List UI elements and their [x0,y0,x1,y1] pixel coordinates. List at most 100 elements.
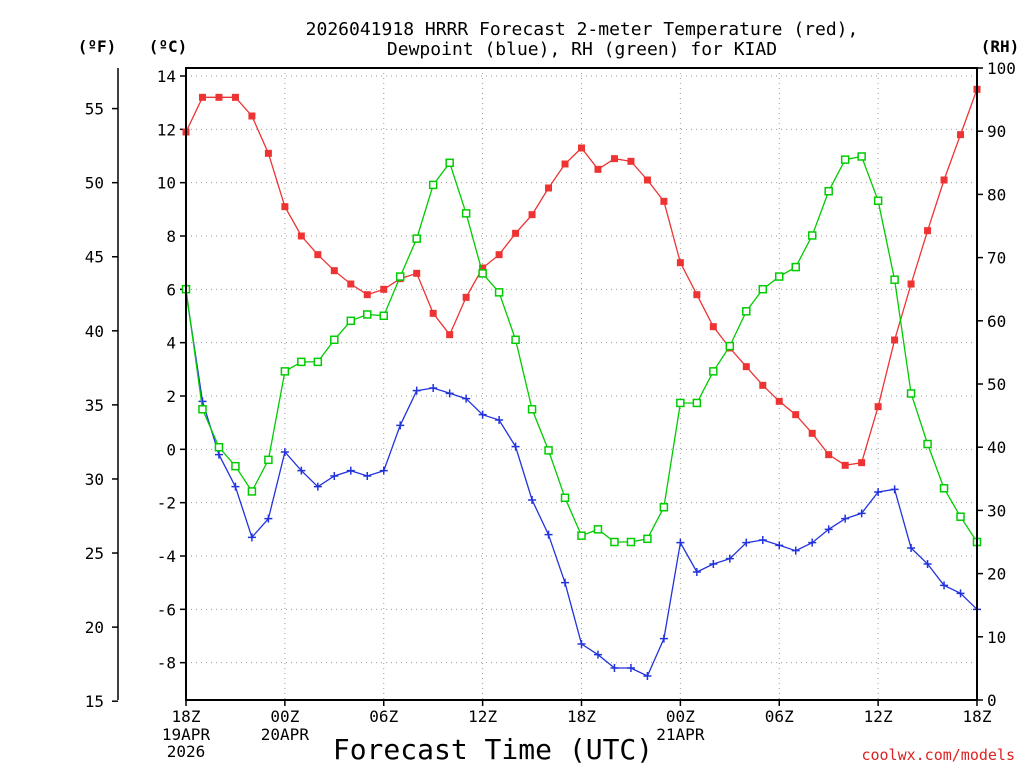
celsius-tick-label: 14 [157,67,176,86]
rh-point [676,398,685,408]
dewpoint-point [841,514,850,523]
temperature-point [627,157,635,165]
celsius-tick-label: 8 [166,227,176,246]
fahrenheit-unit-label: (ºF) [78,37,117,56]
fahrenheit-axis: 15 20 25 30 35 40 45 50 55 [85,68,119,711]
rh-point [939,484,949,493]
rh-point [231,461,240,471]
temperature-point [561,160,569,168]
chart-title-line2: Dewpoint (blue), RH (green) for KIAD [387,39,777,60]
rh-point [824,186,833,196]
rh-point [297,357,306,367]
temperature-point [858,459,866,467]
time-tick-label: 18Z [567,707,596,726]
rh-point [692,398,702,408]
rh-tick-label: 40 [987,438,1006,457]
grid-lines [186,68,977,700]
dewpoint-point [577,640,586,648]
dewpoint-point [528,496,537,504]
dewpoint-point [824,525,833,534]
rh-axis: 0 10 20 30 40 50 60 70 80 90 100 [977,59,1016,710]
rh-point [264,455,273,465]
temperature-point [413,269,421,277]
dewpoint-point [857,509,866,518]
rh-point [890,275,899,284]
dewpoint-point [643,672,652,680]
rh-line [185,155,978,543]
temperature-point [528,211,536,219]
rh-point [511,335,520,345]
rh-point [395,272,405,281]
rh-point [379,311,388,320]
time-tick-label: 06Z [765,707,794,726]
time-tick-date: 2026 [167,742,206,761]
dewpoint-point [346,466,355,475]
temperature-point [264,149,272,157]
rh-point [807,231,817,240]
dewpoint-point [363,472,372,480]
temperature-point [380,285,388,293]
temperature-point [198,93,206,101]
rh-point [791,262,800,272]
fahrenheit-tick-label: 35 [85,396,104,415]
fahrenheit-tick-label: 20 [85,618,104,637]
dewpoint-point [313,482,322,491]
temperature-point [874,403,882,411]
dewpoint-point [742,538,751,547]
dewpoint-point [791,546,800,555]
celsius-tick-label: 2 [166,387,176,406]
celsius-tick-label: -6 [157,600,176,619]
rh-point [247,487,257,496]
fahrenheit-tick-label: 50 [85,174,104,193]
rh-point [560,493,570,503]
dewpoint-point [445,389,454,398]
dewpoint-point [231,482,240,491]
rh-point [593,525,603,534]
temperature-point [693,291,701,299]
celsius-tick-label: 0 [166,440,176,459]
rh-point [840,155,850,164]
dewpoint-point [379,466,388,475]
time-tick-label: 18Z [172,707,201,726]
dewpoint-point [198,397,207,406]
rh-point [527,405,537,414]
time-tick-date: 21APR [656,725,705,744]
rh-tick-label: 90 [987,122,1006,141]
dewpoint-point [709,560,718,568]
rh-point [775,272,784,281]
temperature-point [479,264,487,272]
rh-point [461,209,471,218]
fahrenheit-tick-label: 55 [85,100,104,119]
celsius-tick-label: 6 [166,280,176,299]
temperature-point [742,363,750,371]
rh-point [363,310,372,319]
time-tick-label: 18Z [963,707,992,726]
dewpoint-point [462,394,471,403]
temperature-point [363,291,371,299]
temperature-point [841,461,849,469]
rh-point [643,534,652,544]
chart-title-line1: 2026041918 HRRR Forecast 2-meter Tempera… [306,19,859,40]
dewpoint-point [940,581,949,590]
plot-frame [185,67,978,701]
dewpoint-point [874,488,883,496]
celsius-tick-label: -2 [157,494,176,513]
celsius-unit-label: (ºC) [149,37,188,56]
temperature-point [429,309,437,317]
temperature-point [643,176,651,184]
temperature-point [891,336,899,344]
rh-point [445,158,454,168]
rh-point [544,446,553,455]
dewpoint-point [758,536,767,544]
temperature-point [446,331,454,339]
rh-point [346,316,356,326]
dewpoint-point [544,530,553,539]
rh-tick-label: 80 [987,185,1006,204]
rh-point [725,341,735,351]
temperature-point [495,251,503,259]
rh-tick-label: 60 [987,312,1006,331]
celsius-tick-label: -4 [157,547,176,566]
rh-point [709,367,718,376]
temperature-point [610,155,618,163]
